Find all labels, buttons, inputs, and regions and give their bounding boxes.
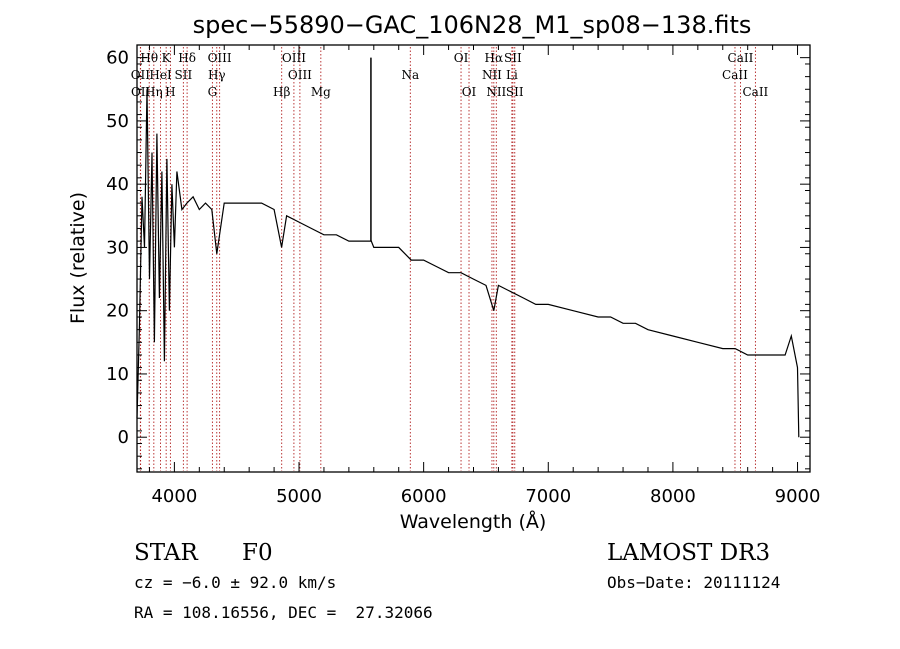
y-tick-label: 10: [106, 364, 129, 385]
x-tick-label: 7000: [525, 486, 571, 507]
object-class: STAR: [134, 540, 198, 566]
spectral-line-label: Hθ: [140, 51, 158, 65]
x-tick-label: 6000: [401, 486, 447, 507]
spectral-line-label: OIII: [288, 68, 312, 82]
axis-ticks-layer: 4000 5000 6000 7000 8000 9000 0 10 20 30 40 50 60: [106, 45, 820, 507]
spectral-line-label: SII: [175, 68, 193, 82]
spectral-line-label: Hη: [145, 85, 163, 99]
spectrum-line: [136, 89, 800, 438]
spectral-line-label: Hδ: [178, 51, 196, 65]
spectral-line-label: CaII: [722, 68, 748, 82]
spectral-line-label: Hγ: [208, 68, 226, 82]
spectral-line-label: HeI: [149, 68, 172, 82]
spectral-line-label: OII: [131, 85, 151, 99]
spectral-line-label: OI: [462, 85, 477, 99]
spectral-line-label: CaII: [742, 85, 768, 99]
y-tick-label: 50: [106, 111, 129, 132]
y-axis-label: Flux (relative): [67, 192, 89, 324]
y-tick-label: 20: [106, 301, 129, 322]
object-subclass: F0: [242, 540, 273, 566]
spectral-line-label: NII: [482, 68, 502, 82]
spectral-line-label: OII: [131, 68, 151, 82]
x-tick-label: 9000: [775, 486, 821, 507]
y-tick-label: 30: [106, 237, 129, 258]
coordinates: RA = 108.16556, DEC = 27.32066: [134, 603, 433, 622]
spectral-line-label: OIII: [282, 51, 306, 65]
spectral-line-label: Hβ: [273, 85, 290, 99]
x-tick-label: 4000: [151, 486, 197, 507]
spectral-line-label: Na: [401, 68, 419, 82]
spectral-lines-layer: [139, 47, 756, 471]
y-tick-label: 40: [106, 174, 129, 195]
spectral-line-label: Mg: [311, 85, 331, 99]
spectral-line-label: CaII: [728, 51, 754, 65]
spectral-line-label: OIII: [208, 51, 232, 65]
spectral-line-label: H: [165, 85, 175, 99]
x-axis-label: Wavelength (Å): [400, 510, 547, 533]
spectral-line-label: G: [208, 85, 218, 99]
x-tick-label: 8000: [650, 486, 696, 507]
spectral-line-label: Hα: [485, 51, 504, 65]
chart-title: spec−55890−GAC_106N28_M1_sp08−138.fits: [193, 11, 752, 39]
y-tick-label: 60: [106, 48, 129, 69]
spectral-line-label: Li: [506, 68, 518, 82]
spectral-line-label: OI: [454, 51, 469, 65]
spectral-line-label: SII: [504, 51, 522, 65]
x-tick-label: 5000: [276, 486, 322, 507]
obs-date: Obs−Date: 20111124: [607, 573, 781, 592]
spectral-line-label: NII: [486, 85, 506, 99]
spectral-line-label: SII: [506, 85, 524, 99]
redshift-readout: cz = −6.0 ± 92.0 km/s: [134, 573, 337, 592]
plot-frame: [136, 44, 811, 473]
y-tick-label: 0: [118, 427, 129, 448]
survey-name: LAMOST DR3: [607, 540, 771, 566]
spectral-line-label: K: [162, 51, 172, 65]
